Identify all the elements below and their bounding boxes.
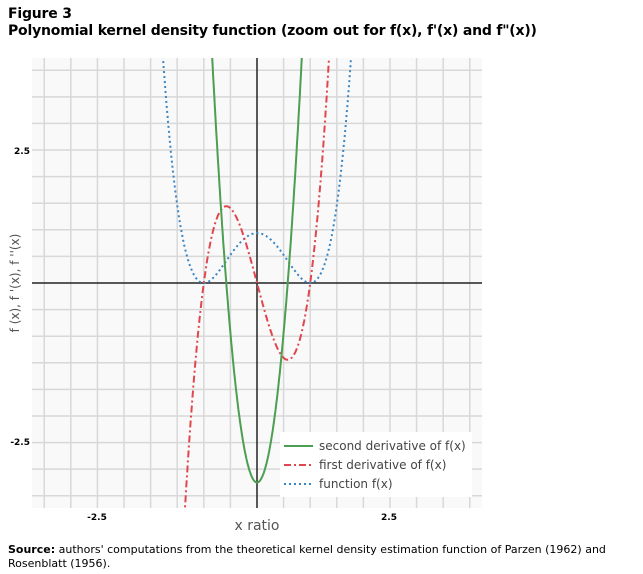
series-line-second-derivative-of-f-x- (211, 58, 303, 484)
chart: -2.5 2.5 2.5 -2.5 x ratio f (x), f '(x), f … (8, 58, 482, 534)
axes (32, 58, 482, 508)
source-text: authors' computations from the theoretic… (8, 543, 606, 570)
legend-label: second derivative of f(x) (319, 439, 466, 453)
x-axis-label: x ratio (234, 518, 279, 534)
series-line-function-f-x- (162, 58, 352, 284)
x-tick-label: 2.5 (381, 513, 397, 523)
y-tick-label: -2.5 (10, 438, 30, 448)
source-label: Source: (8, 543, 56, 556)
legend-label: function f(x) (319, 477, 393, 491)
legend: second derivative of f(x) first derivativ… (280, 432, 472, 497)
legend-label: first derivative of f(x) (319, 458, 446, 472)
figure-label: Figure 3 (8, 6, 72, 22)
y-tick-label: 2.5 (14, 147, 30, 157)
x-tick-label: -2.5 (87, 513, 107, 523)
source-note: Source: authors' computations from the t… (8, 543, 633, 571)
figure-title: Polynomial kernel density function (zoom… (8, 23, 537, 39)
y-axis-label: f (x), f '(x), f ''(x) (8, 234, 22, 333)
